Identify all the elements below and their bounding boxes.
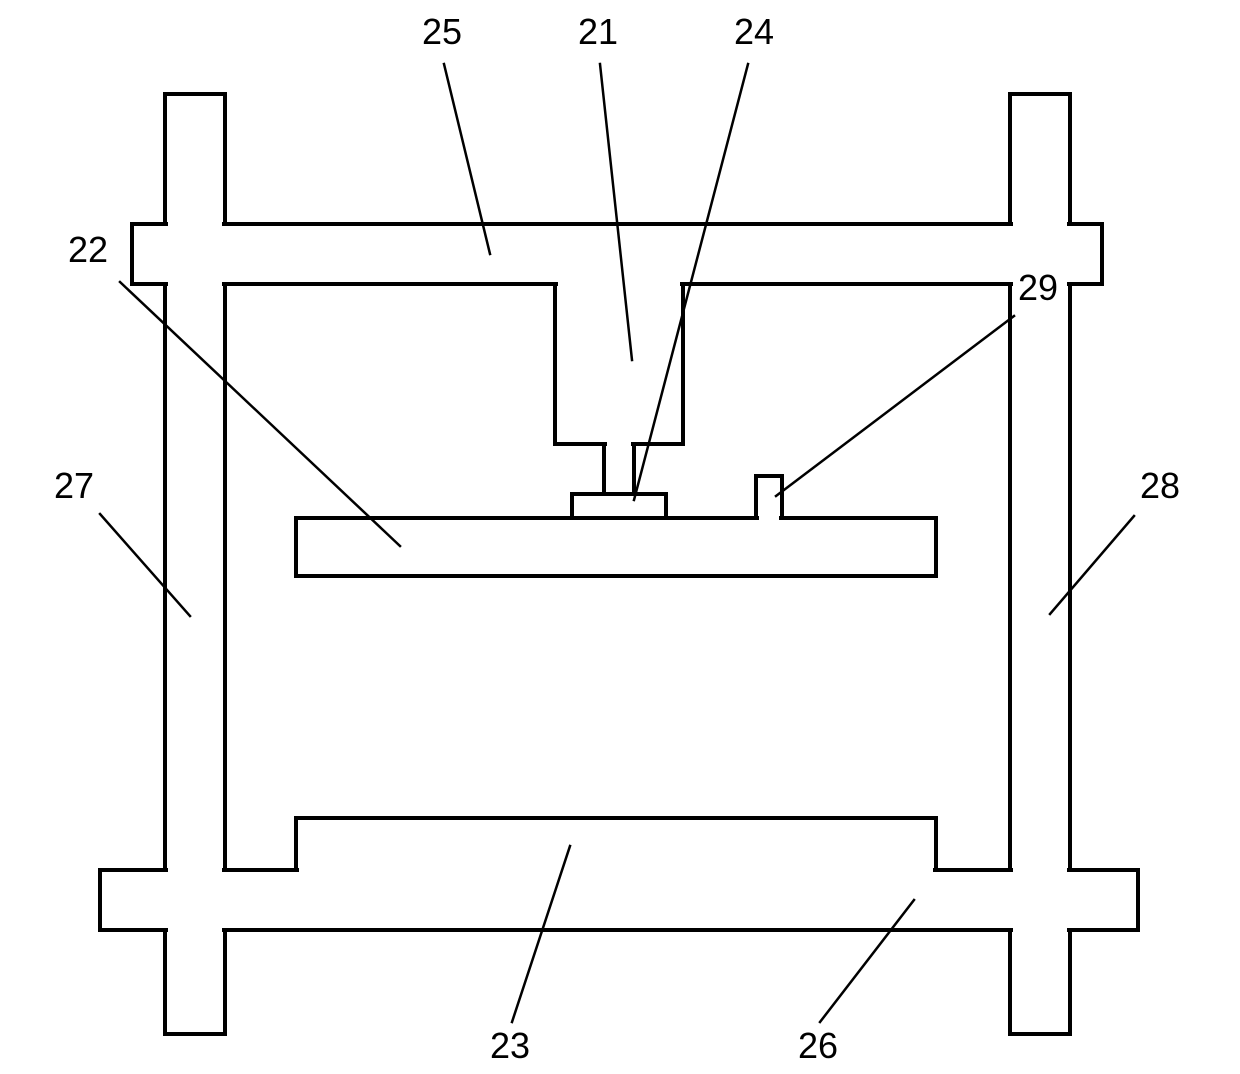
label-23: 23 (490, 1025, 530, 1066)
cylinder-body (555, 284, 683, 444)
label-22: 22 (68, 229, 108, 270)
label-26: 26 (798, 1025, 838, 1066)
connector-block (572, 494, 666, 518)
label-25: 25 (422, 11, 462, 52)
label-24: 24 (734, 11, 774, 52)
label-27: 27 (54, 465, 94, 506)
label-29: 29 (1018, 267, 1058, 308)
top-beam (132, 224, 1102, 284)
piston-rod (604, 444, 634, 494)
lower-mold (296, 818, 936, 870)
label-21: 21 (578, 11, 618, 52)
sensor-pin (756, 476, 782, 518)
bottom-beam (100, 870, 1138, 930)
label-28: 28 (1140, 465, 1180, 506)
upper-mold (296, 518, 936, 576)
